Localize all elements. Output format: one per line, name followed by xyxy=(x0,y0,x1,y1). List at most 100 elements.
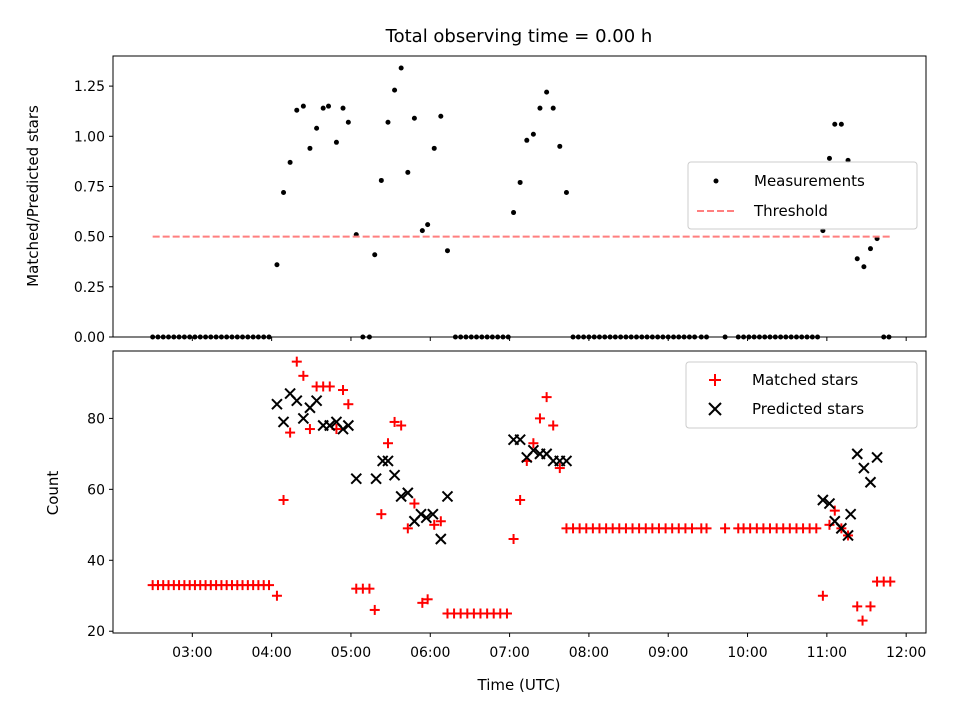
measurement-point xyxy=(867,246,873,252)
measurement-point xyxy=(314,125,320,131)
measurement-point xyxy=(340,105,346,111)
predicted-star-point xyxy=(310,394,323,407)
measurement-point xyxy=(378,177,384,183)
measurement-point xyxy=(511,210,517,216)
predicted-star-point xyxy=(420,512,433,524)
matched-star-point xyxy=(534,413,545,424)
predicted-star-point xyxy=(382,455,394,467)
predicted-star-point xyxy=(864,476,877,488)
x-tick-label: 07:00 xyxy=(489,645,529,661)
bottom-legend: Matched stars Predicted stars xyxy=(685,361,918,429)
measurement-point xyxy=(419,228,425,234)
measurement-point xyxy=(392,87,398,93)
matched-star-point xyxy=(720,523,731,534)
x-tick-label: 10:00 xyxy=(727,645,767,661)
predicted-star-point xyxy=(823,497,836,510)
top-y-tick-label: 0.00 xyxy=(74,330,105,346)
measurement-point xyxy=(838,121,844,127)
top-y-tick-label: 1.25 xyxy=(74,79,105,95)
matched-star-point xyxy=(271,590,282,601)
bottom-y-tick-label: 80 xyxy=(87,411,105,427)
matched-star-point xyxy=(389,416,400,427)
matched-star-point xyxy=(548,420,559,431)
matched-star-point xyxy=(382,438,393,449)
top-legend: Measurements Threshold xyxy=(687,161,918,230)
matched-star-point xyxy=(515,494,526,505)
top-y-tick-label: 1.00 xyxy=(74,129,105,145)
measurement-point xyxy=(287,159,293,165)
bottom-y-tick-label: 40 xyxy=(87,553,105,569)
predicted-star-point xyxy=(851,448,863,460)
matched-star-point xyxy=(508,534,519,544)
top-y-tick-label: 0.25 xyxy=(74,280,105,296)
measurement-point xyxy=(398,65,404,71)
matched-star-point xyxy=(369,604,380,615)
matched-star-point xyxy=(885,576,896,587)
predicted-star-point xyxy=(402,487,414,499)
measurement-point xyxy=(333,139,339,145)
legend-label-predicted: Predicted stars xyxy=(752,400,864,418)
predicted-star-point xyxy=(871,451,883,464)
legend-marker-matched xyxy=(709,374,721,386)
matched-star-point xyxy=(278,494,289,505)
matched-star-point xyxy=(376,509,387,520)
matched-star-point xyxy=(865,601,876,612)
measurement-point xyxy=(544,89,550,95)
legend-marker-predicted xyxy=(708,402,722,416)
matched-star-point xyxy=(429,519,440,530)
matched-star-point xyxy=(364,583,375,594)
bottom-panel-axes: 20 40 60 80 03:00 04:00 05:00 06:00 07:00 08:00 09… xyxy=(87,350,927,661)
measurement-point xyxy=(326,103,332,109)
measurement-point xyxy=(411,115,417,121)
x-tick-label: 06:00 xyxy=(410,645,450,661)
matched-star-point xyxy=(298,370,309,381)
measurement-point xyxy=(320,105,326,111)
predicted-star-point xyxy=(527,444,540,457)
measurement-point xyxy=(861,264,867,270)
matched-star-point xyxy=(829,505,840,516)
measurement-point xyxy=(524,137,530,143)
predicted-star-point xyxy=(435,533,447,545)
matched-star-point xyxy=(541,392,552,403)
matched-star-point xyxy=(687,523,698,534)
x-tick-label: 03:00 xyxy=(172,645,212,661)
top-panel: 0.00 0.25 0.50 0.75 1.00 1.25 Matched/Predict… xyxy=(24,55,927,346)
matched-star-point xyxy=(409,498,420,509)
legend-label-matched: Matched stars xyxy=(752,371,858,389)
predicted-star-point xyxy=(277,416,290,428)
predicted-star-point xyxy=(427,508,439,520)
x-tick-label: 04:00 xyxy=(251,645,291,661)
predicted-star-point xyxy=(350,472,362,485)
measurement-point xyxy=(563,189,569,195)
matched-star-point xyxy=(402,523,413,534)
bottom-y-tick-label: 20 xyxy=(87,624,105,640)
predicted-star-point xyxy=(817,494,829,506)
top-y-axis-label: Matched/Predicted stars xyxy=(24,105,42,287)
measurement-point xyxy=(854,256,860,262)
legend-label-threshold: Threshold xyxy=(753,202,828,220)
bottom-y-tick-label: 60 xyxy=(87,482,105,498)
matched-star-point xyxy=(422,594,433,605)
bottom-panel-marks xyxy=(147,356,896,626)
predicted-star-point xyxy=(370,472,382,485)
top-y-tick-label: 0.75 xyxy=(74,179,105,195)
top-y-tick-label: 0.50 xyxy=(74,230,105,246)
measurement-point xyxy=(307,145,313,151)
bottom-axes-frame xyxy=(112,350,927,634)
chart-title: Total observing time = 0.00 h xyxy=(385,26,653,47)
measurement-point xyxy=(530,131,536,137)
measurement-point xyxy=(345,119,351,125)
top-axes-frame xyxy=(112,55,927,338)
matched-star-point xyxy=(291,356,302,367)
predicted-star-point xyxy=(337,423,349,435)
matched-star-point xyxy=(701,523,712,534)
measurement-point xyxy=(550,105,556,111)
x-tick-label: 05:00 xyxy=(331,645,371,661)
measurement-point xyxy=(425,222,431,228)
predicted-star-point xyxy=(297,412,310,425)
predicted-star-point xyxy=(514,433,526,446)
measurement-point xyxy=(537,105,543,111)
x-axis-label: Time (UTC) xyxy=(477,676,561,694)
matched-star-point xyxy=(324,381,335,392)
